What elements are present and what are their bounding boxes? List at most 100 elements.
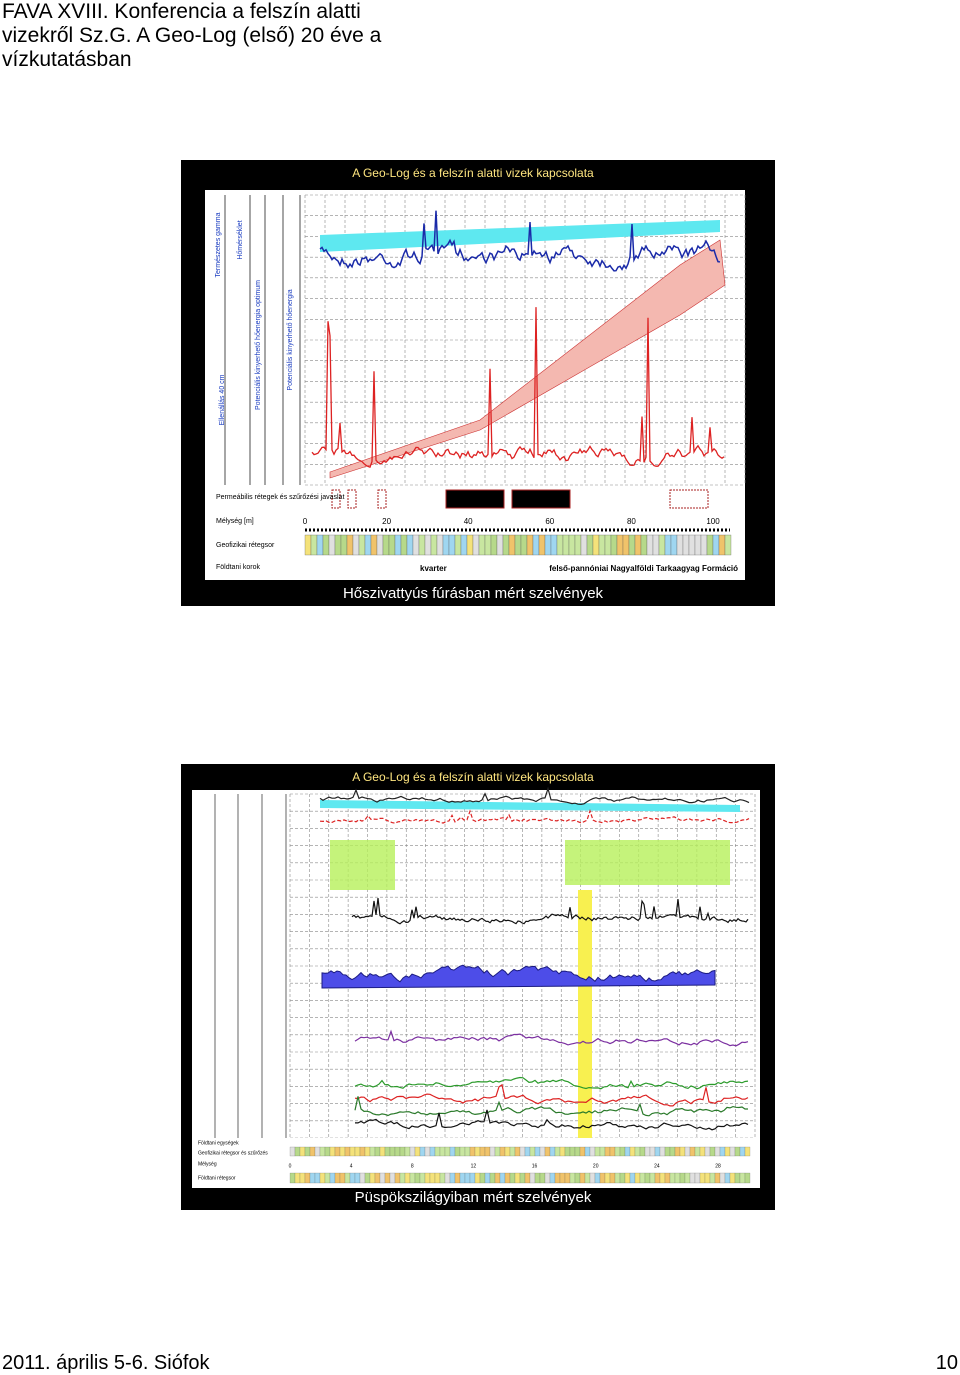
- lithology: [429, 1146, 436, 1157]
- lithology: [424, 1172, 431, 1184]
- permeable-layer: [445, 489, 505, 509]
- lithology: [364, 534, 372, 556]
- lithology: [682, 534, 690, 556]
- lithology: [409, 1146, 416, 1157]
- lithology: [718, 534, 726, 556]
- lithology: [619, 1172, 626, 1184]
- lithology: [374, 1146, 381, 1157]
- lithology: [424, 534, 432, 556]
- lithology: [652, 534, 660, 556]
- lithology: [629, 1146, 636, 1157]
- lithology: [526, 534, 534, 556]
- depth-label: 0: [289, 1163, 292, 1169]
- energy-band: [329, 239, 726, 479]
- lithology: [299, 1146, 306, 1157]
- depth-label: 24: [654, 1163, 660, 1169]
- lithology: [404, 1146, 411, 1157]
- lithology: [499, 1172, 506, 1184]
- green-panel: [330, 840, 395, 890]
- lithology: [609, 1172, 616, 1184]
- lithology: [460, 534, 468, 556]
- lithology: [329, 1172, 336, 1184]
- lithology: [700, 534, 708, 556]
- lithology: [599, 1146, 606, 1157]
- lithology: [669, 1172, 676, 1184]
- lithology: [439, 1146, 446, 1157]
- lithology: [419, 1172, 426, 1184]
- lithology: [699, 1146, 706, 1157]
- lithology: [464, 1146, 471, 1157]
- lithology: [329, 1146, 336, 1157]
- lithology: [434, 1172, 441, 1184]
- lithology: [670, 534, 678, 556]
- lithology: [466, 534, 474, 556]
- lithology: [598, 534, 606, 556]
- lithology: [614, 1172, 621, 1184]
- lithology: [499, 1146, 506, 1157]
- lithology: [429, 1172, 436, 1184]
- lithology: [479, 1172, 486, 1184]
- resistivity-curve: [311, 307, 725, 469]
- lithology: [594, 1146, 601, 1157]
- lithology: [454, 1172, 461, 1184]
- cyan-band: [320, 220, 720, 252]
- lithology: [430, 534, 438, 556]
- lithology: [599, 1172, 606, 1184]
- lithology: [629, 1172, 636, 1184]
- row-label: Mélység [m]: [216, 518, 254, 525]
- lithology: [532, 534, 540, 556]
- depth-label: 100: [706, 517, 720, 526]
- lithology: [442, 534, 450, 556]
- lithology: [644, 1146, 651, 1157]
- lithology: [294, 1172, 301, 1184]
- lithology: [414, 1146, 421, 1157]
- lithology: [314, 1172, 321, 1184]
- lithology: [712, 534, 720, 556]
- header-line: vízkutatásban: [2, 48, 132, 71]
- lithology: [339, 1172, 346, 1184]
- lithology: [734, 1172, 741, 1184]
- lithology: [616, 534, 624, 556]
- depth-label: 12: [471, 1163, 477, 1169]
- lithology: [369, 1146, 376, 1157]
- lithology: [524, 1172, 531, 1184]
- row-label: Mélység: [198, 1161, 217, 1167]
- slide-title: A Geo-Log és a felszín alatti vizek kapc…: [352, 770, 594, 784]
- slide-caption: Hőszivattyús fúrásban mért szelvények: [343, 585, 604, 602]
- lithology: [729, 1172, 736, 1184]
- lithology: [619, 1146, 626, 1157]
- cyan-band: [320, 800, 740, 812]
- lithology: [469, 1172, 476, 1184]
- lithology: [319, 1146, 326, 1157]
- lithology: [589, 1146, 596, 1157]
- unit-label: felső-pannóniai Nagyalföldi Tarkaagyag F…: [549, 564, 738, 573]
- lithology: [694, 534, 702, 556]
- lithology: [359, 1172, 366, 1184]
- log-curve: [354, 1029, 749, 1047]
- log-curve: [354, 1096, 748, 1117]
- lithology: [589, 1172, 596, 1184]
- lithology: [484, 534, 492, 556]
- lithology: [699, 1172, 706, 1184]
- lithology: [324, 1146, 331, 1157]
- lithology: [669, 1146, 676, 1157]
- lithology: [658, 534, 666, 556]
- lithology: [654, 1172, 661, 1184]
- depth-label: 0: [303, 517, 308, 526]
- lithology: [634, 1146, 641, 1157]
- lithology: [374, 1172, 381, 1184]
- gamma-curve: [319, 210, 721, 272]
- lithology: [394, 534, 402, 556]
- lithology: [559, 1172, 566, 1184]
- lithology: [478, 534, 486, 556]
- lithology: [490, 534, 498, 556]
- lithology: [414, 1172, 421, 1184]
- lithology: [434, 1146, 441, 1157]
- lithology: [304, 1172, 311, 1184]
- lithology: [449, 1146, 456, 1157]
- lithology: [358, 534, 366, 556]
- lithology: [694, 1146, 701, 1157]
- lithology: [679, 1172, 686, 1184]
- row-label: Földtani korok: [216, 564, 260, 571]
- black-curve: [319, 786, 750, 806]
